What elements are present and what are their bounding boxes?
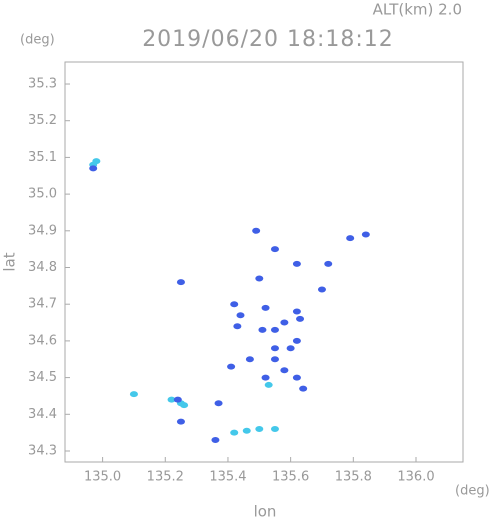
echo [324, 260, 333, 267]
echo [296, 315, 305, 322]
echo [261, 374, 270, 381]
y-tick-label: 34.5 [28, 370, 57, 385]
echo [292, 308, 301, 315]
echo [270, 326, 279, 333]
echo [261, 304, 270, 311]
plot-frame [64, 61, 464, 463]
echo [292, 374, 301, 381]
echo [211, 436, 220, 443]
x-tick-label: 135.0 [84, 470, 121, 485]
echo [280, 367, 289, 374]
echo [227, 363, 236, 370]
echo [167, 396, 176, 403]
echo [292, 260, 301, 267]
echo [233, 323, 242, 330]
echo [299, 385, 308, 392]
y-tick-label: 34.3 [28, 443, 57, 458]
y-tick-label: 34.7 [28, 297, 57, 312]
echo [173, 396, 182, 403]
echo [292, 337, 301, 344]
echo [214, 400, 223, 407]
y-tick-label: 34.8 [28, 260, 57, 275]
x-tick-label: 135.8 [335, 470, 372, 485]
altitude: ALT(km) 2.0 [373, 1, 462, 19]
y-tick-label: 35.0 [28, 187, 57, 202]
echo [129, 391, 138, 398]
x-axis-label: lon [254, 503, 277, 521]
echo [176, 279, 185, 286]
y-tick-label: 35.3 [28, 77, 57, 92]
x-unit: (deg) [455, 484, 490, 499]
echo [230, 301, 239, 308]
echo [270, 345, 279, 352]
echo [89, 165, 98, 172]
echo [270, 246, 279, 253]
y-unit: (deg) [20, 33, 55, 48]
echo [346, 235, 355, 242]
echo [230, 429, 239, 436]
echo [286, 345, 295, 352]
echo [92, 158, 101, 165]
y-tick-label: 34.6 [28, 333, 57, 348]
echo [252, 227, 261, 234]
echo [264, 381, 273, 388]
echo [361, 231, 370, 238]
echo [255, 275, 264, 282]
echo [242, 427, 251, 434]
echo [258, 326, 267, 333]
y-tick-label: 35.1 [28, 150, 57, 165]
x-tick-label: 135.6 [272, 470, 309, 485]
echo [176, 418, 185, 425]
y-tick-label: 34.9 [28, 223, 57, 238]
x-tick-label: 136.0 [397, 470, 434, 485]
echo [280, 319, 289, 326]
echo [245, 356, 254, 363]
y-tick-label: 34.4 [28, 407, 57, 422]
y-axis-label: lat [1, 252, 19, 271]
y-tick-label: 35.2 [28, 113, 57, 128]
x-tick-label: 135.4 [209, 470, 246, 485]
echo [180, 402, 189, 409]
echo [255, 425, 264, 432]
echo [270, 356, 279, 363]
chart-title: 2019/06/20 18:18:12 [142, 27, 394, 52]
x-tick-label: 135.2 [147, 470, 184, 485]
echo [236, 312, 245, 319]
echo [317, 286, 326, 293]
echo [270, 425, 279, 432]
